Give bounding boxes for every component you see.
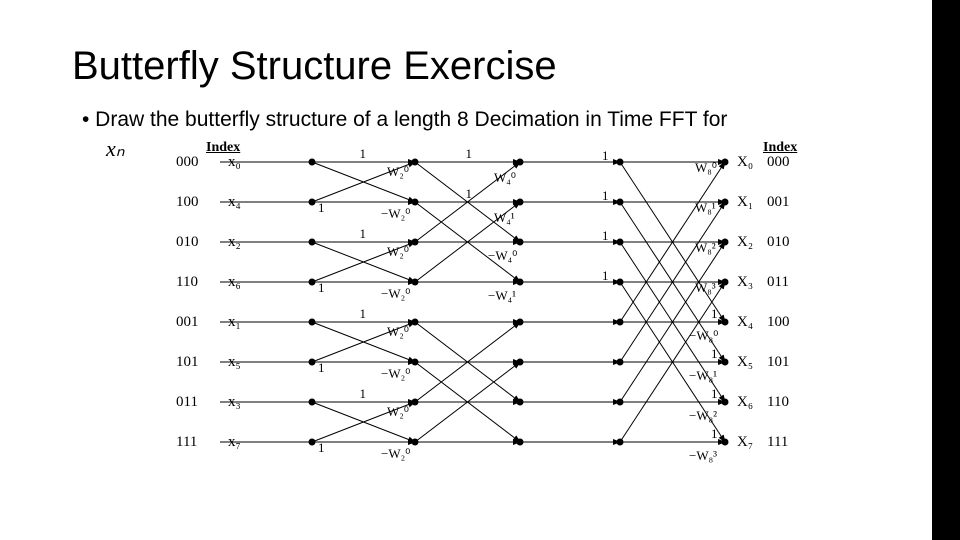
diagram-label: −W₈² bbox=[689, 408, 717, 424]
diagram-label: 1 bbox=[360, 386, 367, 402]
diagram-label: 1 bbox=[318, 200, 325, 216]
diagram-label: 1 bbox=[466, 186, 473, 202]
diagram-label: 1 bbox=[602, 228, 609, 244]
diagram-label: W₂⁰ bbox=[387, 164, 409, 180]
diagram-label: W₈² bbox=[695, 240, 716, 256]
diagram-label: −W₈³ bbox=[689, 448, 717, 464]
diagram-label: x₄ bbox=[228, 194, 241, 211]
diagram-label: 1 bbox=[318, 280, 325, 296]
diagram-label: 000 bbox=[176, 154, 199, 171]
diagram-label: 011 bbox=[767, 274, 789, 291]
diagram-label: x₁ bbox=[228, 314, 241, 331]
diagram-label: −W₈¹ bbox=[689, 368, 717, 384]
diagram-label: W₈⁰ bbox=[695, 160, 717, 176]
diagram-label: 110 bbox=[767, 394, 789, 411]
diagram-label: −W₂⁰ bbox=[381, 366, 410, 382]
diagram-label: −W₂⁰ bbox=[381, 446, 410, 462]
diagram-label: −W₄¹ bbox=[488, 288, 516, 304]
diagram-label: 1 bbox=[711, 346, 718, 362]
diagram-label: 100 bbox=[767, 314, 790, 331]
diagram-label: W₂⁰ bbox=[387, 244, 409, 260]
diagram-label: 001 bbox=[176, 314, 199, 331]
diagram-label: 1 bbox=[466, 146, 473, 162]
diagram-label: 000 bbox=[767, 154, 790, 171]
diagram-label: 1 bbox=[602, 148, 609, 164]
diagram-label: 1 bbox=[602, 188, 609, 204]
diagram-label: x₂ bbox=[228, 234, 241, 251]
diagram-label: x₃ bbox=[228, 394, 241, 411]
butterfly-diagram: IndexIndex000x₀X₀000100x₄X₁001010x₂X₂010… bbox=[180, 140, 840, 510]
diagram-label: X₁ bbox=[737, 194, 753, 211]
diagram-label: 1 bbox=[360, 146, 367, 162]
diagram-label: 1 bbox=[711, 306, 718, 322]
diagram-label: 1 bbox=[318, 440, 325, 456]
diagram-label: X₇ bbox=[737, 434, 753, 451]
right-sidebar bbox=[932, 0, 960, 540]
diagram-label: 1 bbox=[360, 306, 367, 322]
diagram-label: x₀ bbox=[228, 154, 241, 171]
variable-label: xₙ bbox=[106, 136, 125, 162]
diagram-label: −W₂⁰ bbox=[381, 286, 410, 302]
diagram-label: W₈¹ bbox=[695, 200, 716, 216]
diagram-label: W₂⁰ bbox=[387, 404, 409, 420]
diagram-label: 011 bbox=[176, 394, 198, 411]
diagram-label: X₂ bbox=[737, 234, 753, 251]
diagram-label: −W₈⁰ bbox=[689, 328, 718, 344]
page-title: Butterfly Structure Exercise bbox=[72, 44, 557, 89]
diagram-label: 1 bbox=[711, 386, 718, 402]
diagram-label: W₂⁰ bbox=[387, 324, 409, 340]
diagram-label: −W₂⁰ bbox=[381, 206, 410, 222]
diagram-label: 110 bbox=[176, 274, 198, 291]
diagram-label: X₄ bbox=[737, 314, 753, 331]
diagram-label: x₆ bbox=[228, 274, 241, 291]
diagram-label: 101 bbox=[767, 354, 790, 371]
diagram-label: W₈³ bbox=[695, 280, 716, 296]
diagram-label: x₇ bbox=[228, 434, 241, 451]
bullet-text: • Draw the butterfly structure of a leng… bbox=[82, 108, 727, 132]
diagram-label: 111 bbox=[767, 434, 788, 451]
diagram-label: X₅ bbox=[737, 354, 753, 371]
diagram-label: 101 bbox=[176, 354, 199, 371]
diagram-label: 111 bbox=[176, 434, 197, 451]
diagram-label: 100 bbox=[176, 194, 199, 211]
diagram-label: 010 bbox=[176, 234, 199, 251]
diagram-label: 1 bbox=[711, 426, 718, 442]
diagram-label: W₄⁰ bbox=[494, 170, 516, 186]
diagram-label: 1 bbox=[602, 268, 609, 284]
diagram-label: 1 bbox=[360, 226, 367, 242]
diagram-label: 1 bbox=[318, 360, 325, 376]
diagram-label: W₄¹ bbox=[494, 210, 515, 226]
diagram-label: 001 bbox=[767, 194, 790, 211]
diagram-label: X₆ bbox=[737, 394, 753, 411]
diagram-label: X₃ bbox=[737, 274, 753, 291]
diagram-label: x₅ bbox=[228, 354, 241, 371]
diagram-label: X₀ bbox=[737, 154, 753, 171]
diagram-label: −W₄⁰ bbox=[488, 248, 517, 264]
diagram-label: 010 bbox=[767, 234, 790, 251]
